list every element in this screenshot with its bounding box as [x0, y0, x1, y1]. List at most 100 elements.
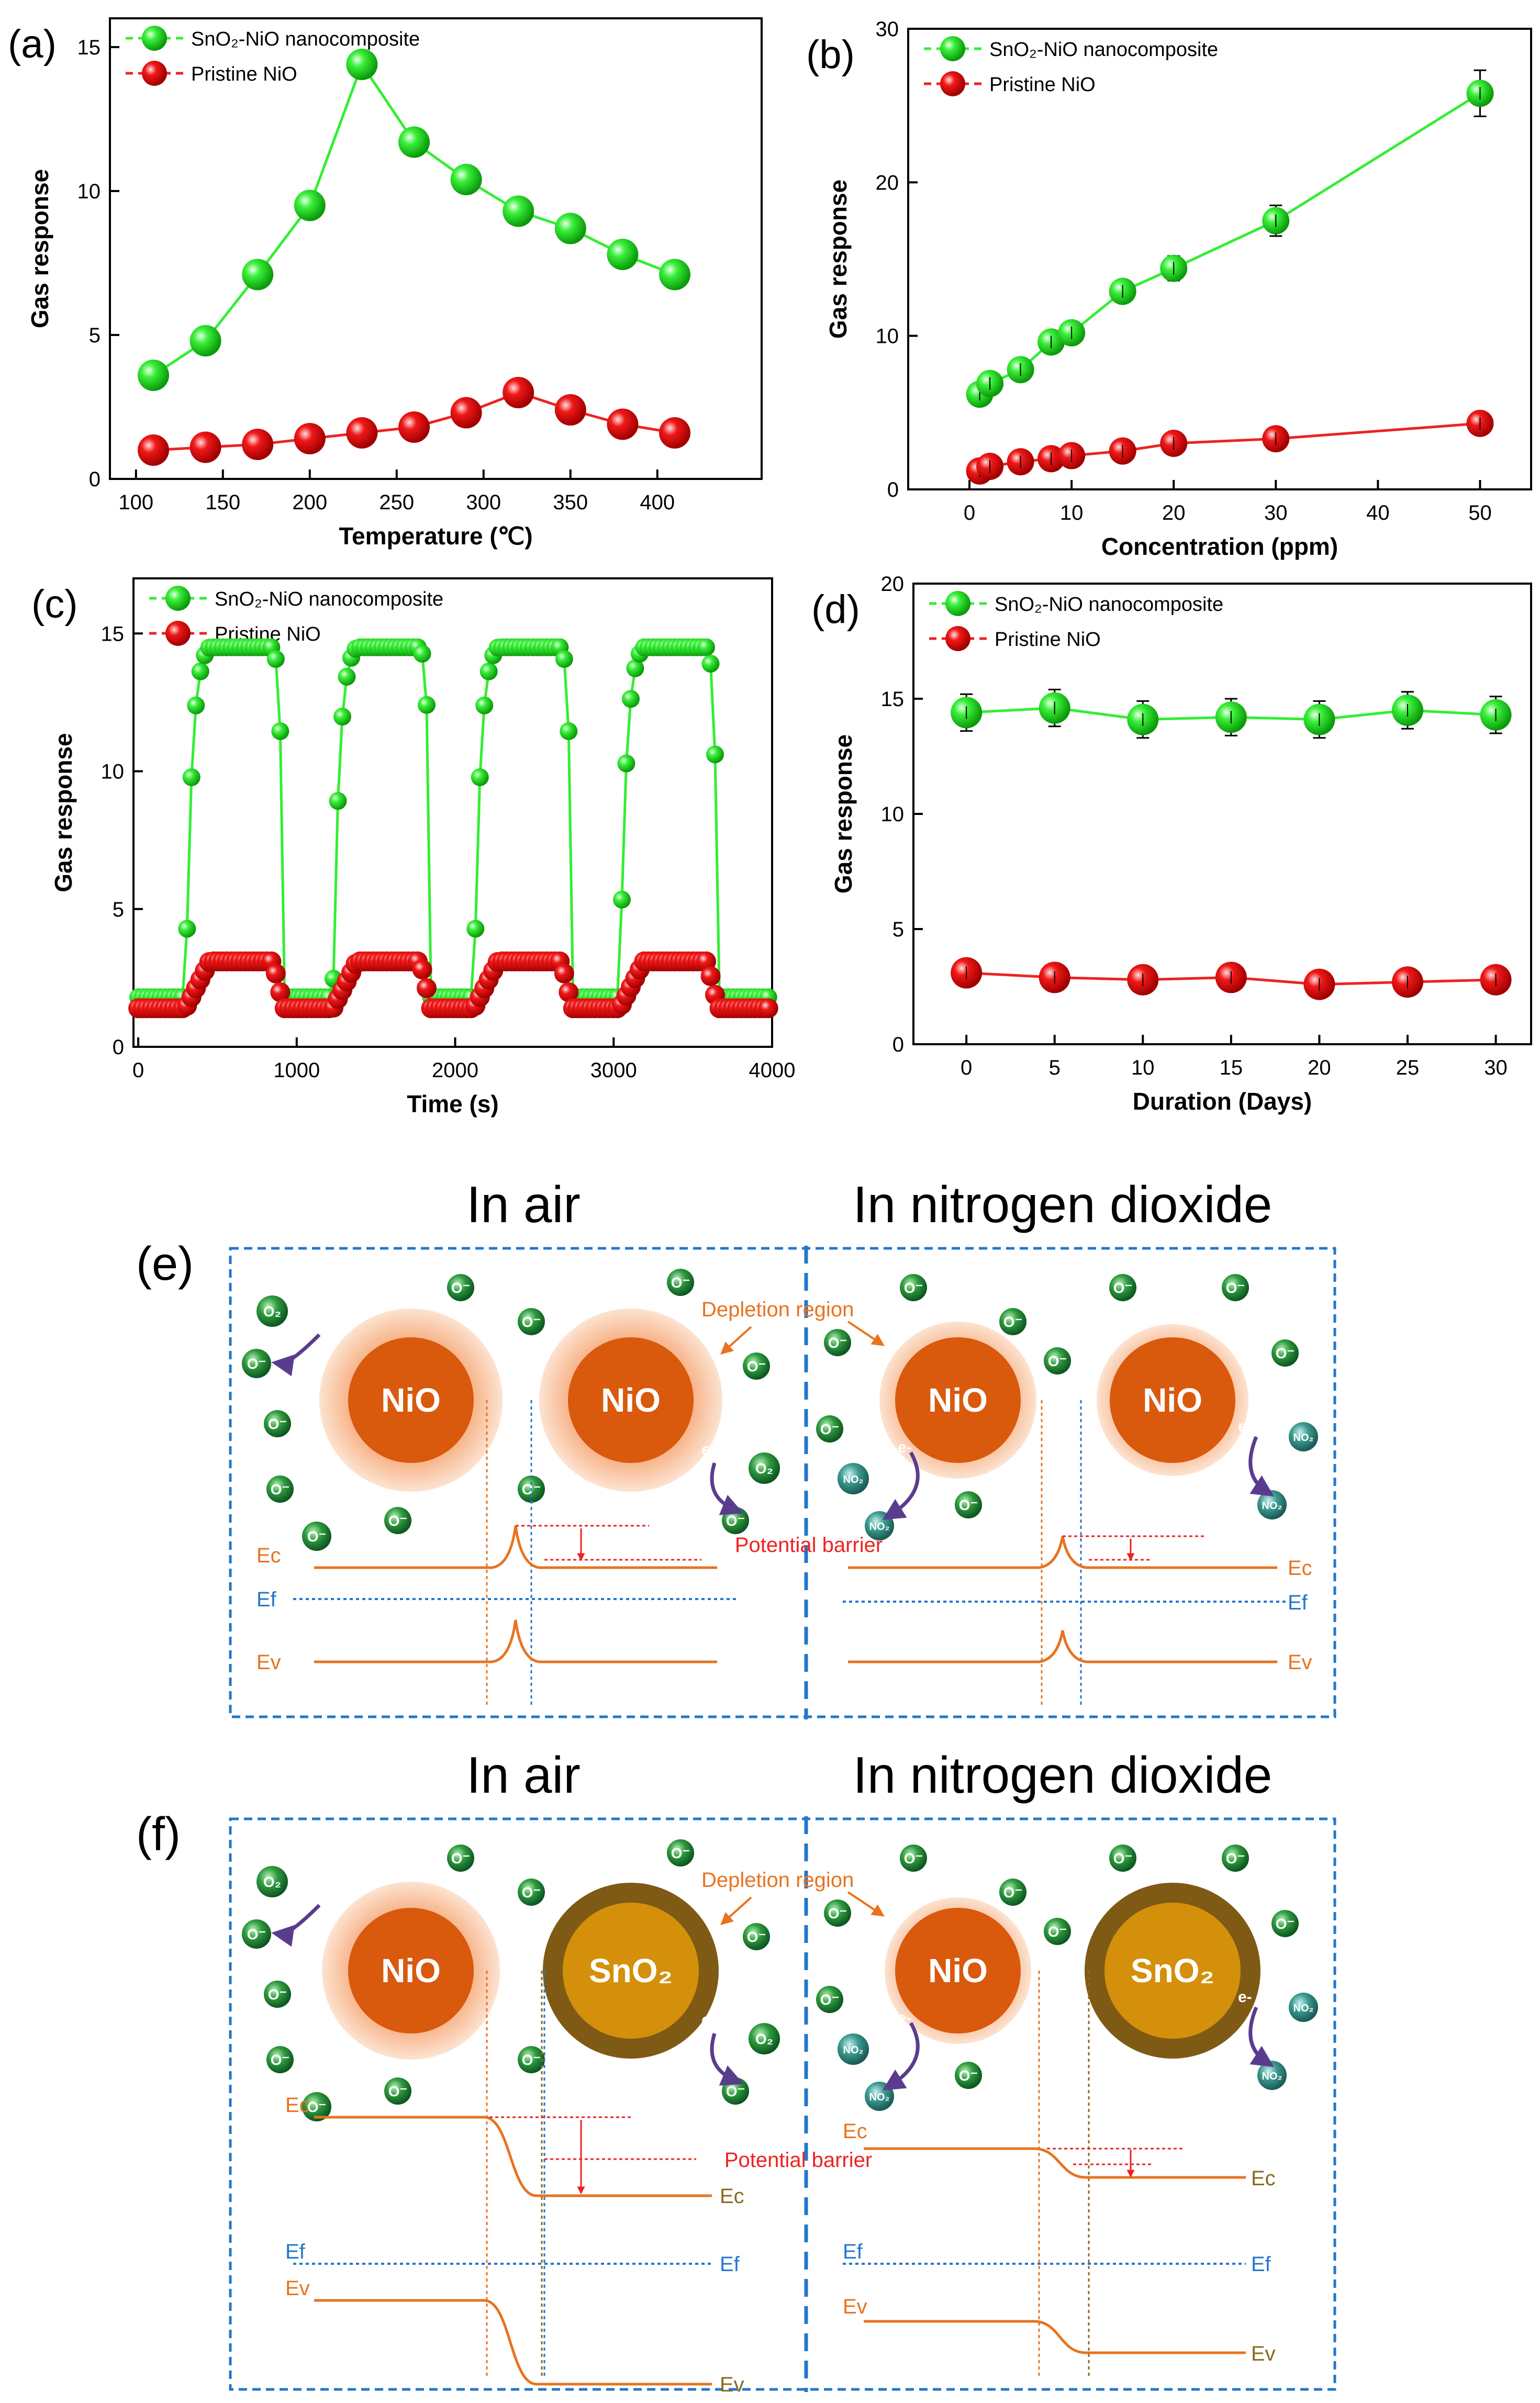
data-point-nio: [554, 963, 574, 983]
x-tick-label: 100: [118, 491, 153, 514]
electron-transfer-arrow: [1248, 2006, 1275, 2067]
data-point-nio: [270, 982, 291, 1002]
x-tick-label: 300: [466, 491, 501, 514]
y-tick-label: 0: [892, 1033, 904, 1056]
sno2-core: [1104, 1903, 1241, 2039]
molecule-label: NO₂: [869, 1521, 890, 1533]
y-tick-label: 5: [892, 918, 904, 941]
chart-panel-1: 0 10 20 30 40 50 0 10 20 30 Concentration (ppm) Gas…: [806, 18, 1532, 560]
data-point-nio: [242, 429, 274, 460]
oxygen-ion-icon: [518, 1879, 545, 1906]
data-point-nio: [758, 998, 778, 1019]
x-tick-label: 5: [1049, 1056, 1061, 1079]
electron-label: e-: [898, 1439, 912, 1456]
x-tick-label: 0: [132, 1059, 144, 1082]
x-axis-label: Temperature (℃): [339, 522, 532, 550]
ev-band: [848, 1630, 1277, 1663]
data-point-sno2: [333, 708, 351, 726]
molecule-label: O⁻: [904, 1850, 923, 1866]
molecule-label: O⁻: [307, 1528, 327, 1545]
legend-label-nio: Pristine NiO: [995, 629, 1101, 651]
panel-label: (b): [806, 32, 855, 77]
nio-core: [348, 1908, 474, 2033]
oxygen-ion-icon: [1271, 1339, 1299, 1367]
molecule-label: O₂: [263, 1874, 281, 1890]
legend-label-nio: Pristine NiO: [989, 74, 1096, 96]
molecule-label: O⁻: [522, 1884, 541, 1901]
data-point-sno2: [554, 213, 586, 244]
y-tick-label: 15: [101, 622, 125, 645]
x-tick-label: 350: [553, 491, 588, 514]
data-point-sno2: [659, 259, 690, 290]
data-point-sno2: [555, 650, 573, 668]
x-tick-label: 15: [1220, 1056, 1243, 1079]
series-line-sno2: [152, 61, 675, 377]
title-in-air: In air: [466, 1746, 581, 1804]
electron-transfer-arrow: [271, 1333, 321, 1377]
data-point-sno2: [266, 650, 285, 668]
molecule-label: O⁻: [271, 2052, 290, 2068]
y-tick-label: 0: [887, 478, 899, 501]
panel-label: (c): [31, 582, 78, 627]
data-point-nio: [417, 978, 437, 998]
title-in-no2: In nitrogen dioxide: [853, 1746, 1273, 1804]
y-tick-label: 0: [89, 468, 101, 491]
molecule-label: O⁻: [451, 1850, 471, 1866]
x-tick-label: 4000: [749, 1059, 796, 1082]
molecule-label: O⁻: [247, 1356, 266, 1372]
o2-molecule-icon: [749, 2023, 780, 2054]
oxygen-ion-icon: [266, 1476, 294, 1503]
molecule-label: O⁻: [1226, 1280, 1245, 1296]
electron-label: e-: [701, 2010, 716, 2029]
particle-label: NiO: [381, 1952, 441, 1990]
data-point-sno2: [560, 722, 578, 740]
molecule-label: O⁻: [307, 2099, 327, 2115]
data-point-nio: [412, 959, 432, 980]
data-point-sno2: [617, 754, 635, 773]
chart-panel-2: 0 1000 2000 3000 4000 0 5 10 15 Time (s) Gas respo…: [31, 577, 796, 1117]
legend-label-nio: Pristine NiO: [191, 63, 297, 85]
molecule-label: NO₂: [1293, 1432, 1314, 1444]
molecule-label: O⁻: [522, 1314, 541, 1330]
no2-molecule-icon: [1257, 1490, 1287, 1519]
oxygen-ion-icon: [816, 1986, 843, 2013]
data-point-nio: [659, 417, 690, 449]
schematic-layer: In air In nitrogen dioxide (e) NiO NiO NiO NiO…: [136, 1176, 1336, 2396]
y-tick-label: 20: [881, 573, 905, 596]
molecule-label: O⁻: [247, 1926, 266, 1942]
data-point-sno2: [294, 189, 326, 221]
nio-core: [568, 1337, 694, 1463]
data-point-sno2: [626, 659, 644, 677]
x-tick-label: 40: [1366, 501, 1390, 524]
no2-molecule-icon: [838, 2033, 869, 2065]
molecule-label: O₂: [755, 1460, 773, 1477]
molecule-label: O⁻: [1048, 1924, 1067, 1940]
ef-label: Ef: [1288, 1591, 1308, 1614]
depletion-arrow: [720, 1896, 752, 1926]
legend-marker-nio: [165, 621, 191, 646]
x-tick-label: 0: [964, 501, 975, 524]
data-point-nio: [503, 377, 534, 408]
x-tick-label: 10: [1131, 1056, 1155, 1079]
x-axis-label: Concentration (ppm): [1101, 533, 1338, 560]
sno2-core: [563, 1903, 699, 2039]
electron-label: e-: [325, 1893, 339, 1912]
oxygen-ion-icon: [384, 1507, 411, 1534]
data-point-sno2: [706, 745, 724, 764]
x-tick-label: 150: [205, 491, 240, 514]
oxygen-ion-icon: [384, 2077, 411, 2105]
ec-label: Ec: [720, 2185, 744, 2208]
data-point-nio: [346, 417, 378, 449]
ec-band: [314, 2116, 712, 2197]
schematic-frame: [229, 1247, 1336, 1718]
molecule-label: O⁻: [820, 1421, 840, 1437]
y-axis-label: Gas response: [26, 169, 53, 328]
oxygen-ion-icon: [1222, 1845, 1249, 1872]
oxygen-ion-icon: [955, 1491, 982, 1518]
data-point-sno2: [346, 49, 378, 80]
molecule-label: O⁻: [1003, 1884, 1023, 1901]
molecule-label: O⁻: [828, 1905, 847, 1921]
title-in-no2: In nitrogen dioxide: [853, 1176, 1273, 1233]
molecule-label: O⁻: [522, 2052, 541, 2068]
